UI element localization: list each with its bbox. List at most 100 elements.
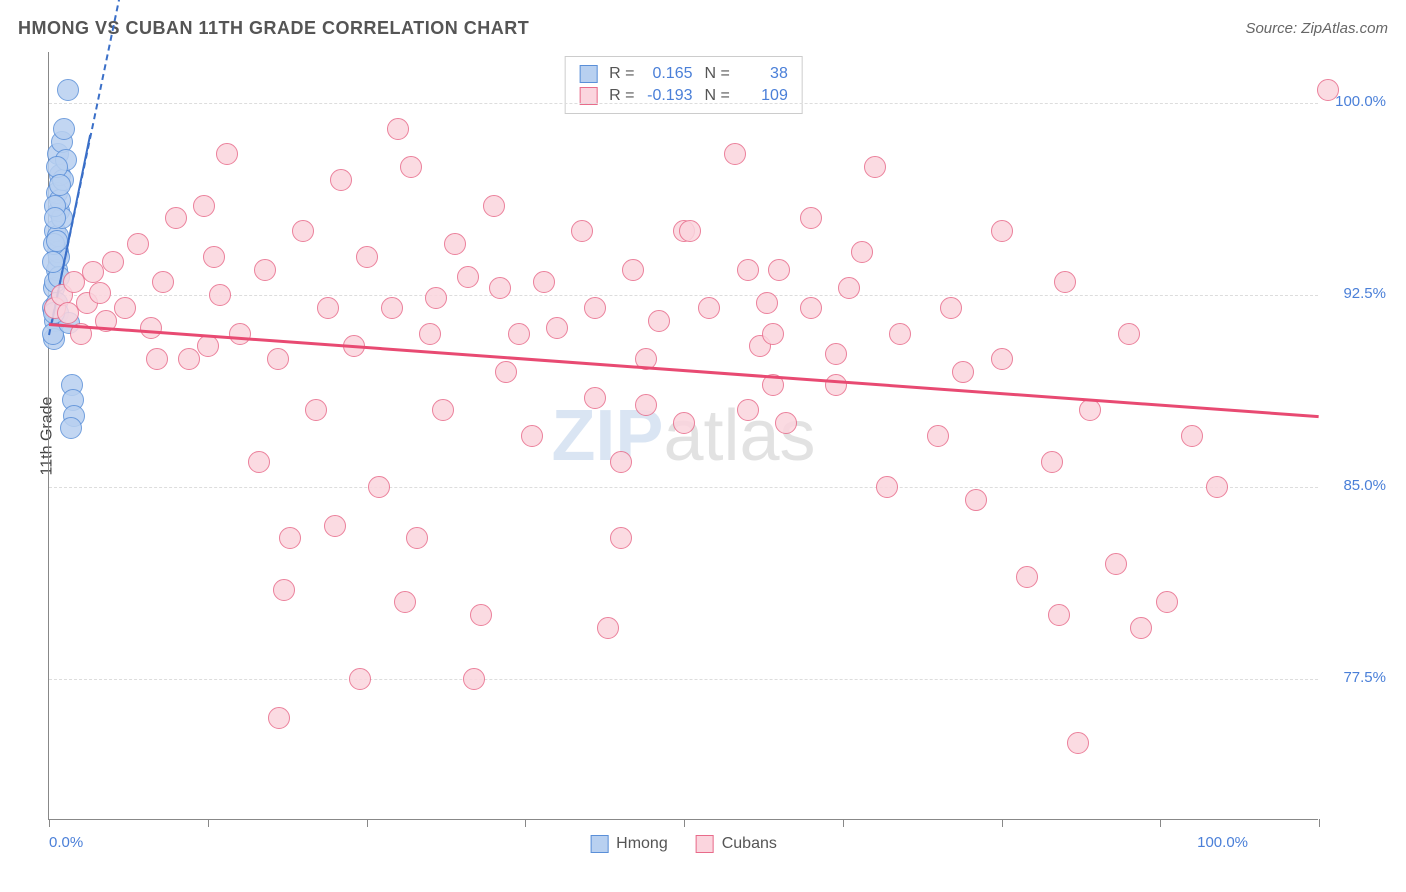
- data-point: [140, 317, 162, 339]
- x-axis-min-label: 0.0%: [49, 834, 83, 851]
- data-point: [762, 323, 784, 345]
- data-point: [216, 143, 238, 165]
- data-point: [800, 297, 822, 319]
- data-point: [49, 174, 71, 196]
- data-point: [889, 323, 911, 345]
- data-point: [444, 233, 466, 255]
- x-axis-max-label: 100.0%: [1197, 834, 1248, 851]
- data-point: [508, 323, 530, 345]
- legend-label: Cubans: [722, 835, 777, 853]
- data-point: [571, 220, 593, 242]
- data-point: [1048, 604, 1070, 626]
- data-point: [864, 156, 886, 178]
- data-point: [737, 259, 759, 281]
- data-point: [146, 348, 168, 370]
- gridline: [49, 103, 1318, 104]
- legend-r-value: 0.165: [643, 65, 693, 83]
- data-point: [381, 297, 403, 319]
- data-point: [165, 207, 187, 229]
- legend-label: Hmong: [616, 835, 668, 853]
- data-point: [610, 451, 632, 473]
- data-point: [317, 297, 339, 319]
- data-point: [1206, 476, 1228, 498]
- data-point: [1067, 732, 1089, 754]
- data-point: [114, 297, 136, 319]
- data-point: [876, 476, 898, 498]
- data-point: [584, 297, 606, 319]
- x-tick: [367, 819, 368, 827]
- data-point: [279, 527, 301, 549]
- chart-title: HMONG VS CUBAN 11TH GRADE CORRELATION CH…: [18, 18, 529, 39]
- data-point: [254, 259, 276, 281]
- data-point: [305, 399, 327, 421]
- data-point: [178, 348, 200, 370]
- data-point: [737, 399, 759, 421]
- data-point: [349, 668, 371, 690]
- plot-area: ZIPatlas R =0.165N =38R =-0.193N =109 Hm…: [48, 52, 1318, 820]
- legend-swatch: [579, 65, 597, 83]
- data-point: [495, 361, 517, 383]
- legend-n-label: N =: [705, 65, 730, 83]
- data-point: [60, 417, 82, 439]
- data-point: [432, 399, 454, 421]
- data-point: [197, 335, 219, 357]
- data-point: [463, 668, 485, 690]
- data-point: [991, 348, 1013, 370]
- data-point: [330, 169, 352, 191]
- data-point: [927, 425, 949, 447]
- legend-r-label: R =: [609, 65, 634, 83]
- data-point: [1041, 451, 1063, 473]
- data-point: [387, 118, 409, 140]
- data-point: [209, 284, 231, 306]
- data-point: [756, 292, 778, 314]
- data-point: [597, 617, 619, 639]
- data-point: [1118, 323, 1140, 345]
- data-point: [1105, 553, 1127, 575]
- data-point: [425, 287, 447, 309]
- data-point: [267, 348, 289, 370]
- x-tick: [1002, 819, 1003, 827]
- x-tick: [49, 819, 50, 827]
- data-point: [394, 591, 416, 613]
- legend-swatch: [590, 835, 608, 853]
- data-point: [940, 297, 962, 319]
- data-point: [521, 425, 543, 447]
- data-point: [193, 195, 215, 217]
- data-point: [489, 277, 511, 299]
- data-point: [533, 271, 555, 293]
- y-tick-label: 85.0%: [1343, 477, 1386, 494]
- legend-item: Hmong: [590, 835, 668, 853]
- correlation-legend: R =0.165N =38R =-0.193N =109: [564, 56, 803, 114]
- data-point: [483, 195, 505, 217]
- gridline: [49, 679, 1318, 680]
- data-point: [406, 527, 428, 549]
- data-point: [673, 412, 695, 434]
- data-point: [546, 317, 568, 339]
- data-point: [89, 282, 111, 304]
- source-attribution: Source: ZipAtlas.com: [1245, 20, 1388, 37]
- data-point: [1016, 566, 1038, 588]
- gridline: [49, 295, 1318, 296]
- data-point: [127, 233, 149, 255]
- chart-container: 11th Grade ZIPatlas R =0.165N =38R =-0.1…: [48, 52, 1388, 820]
- data-point: [768, 259, 790, 281]
- data-point: [248, 451, 270, 473]
- data-point: [679, 220, 701, 242]
- data-point: [57, 79, 79, 101]
- data-point: [400, 156, 422, 178]
- data-point: [851, 241, 873, 263]
- data-point: [991, 220, 1013, 242]
- data-point: [635, 394, 657, 416]
- data-point: [1079, 399, 1101, 421]
- y-tick-label: 92.5%: [1343, 285, 1386, 302]
- data-point: [324, 515, 346, 537]
- data-point: [102, 251, 124, 273]
- legend-n-value: 38: [738, 65, 788, 83]
- x-tick: [1319, 819, 1320, 827]
- x-tick: [208, 819, 209, 827]
- data-point: [44, 207, 66, 229]
- data-point: [800, 207, 822, 229]
- data-point: [356, 246, 378, 268]
- data-point: [698, 297, 720, 319]
- data-point: [419, 323, 441, 345]
